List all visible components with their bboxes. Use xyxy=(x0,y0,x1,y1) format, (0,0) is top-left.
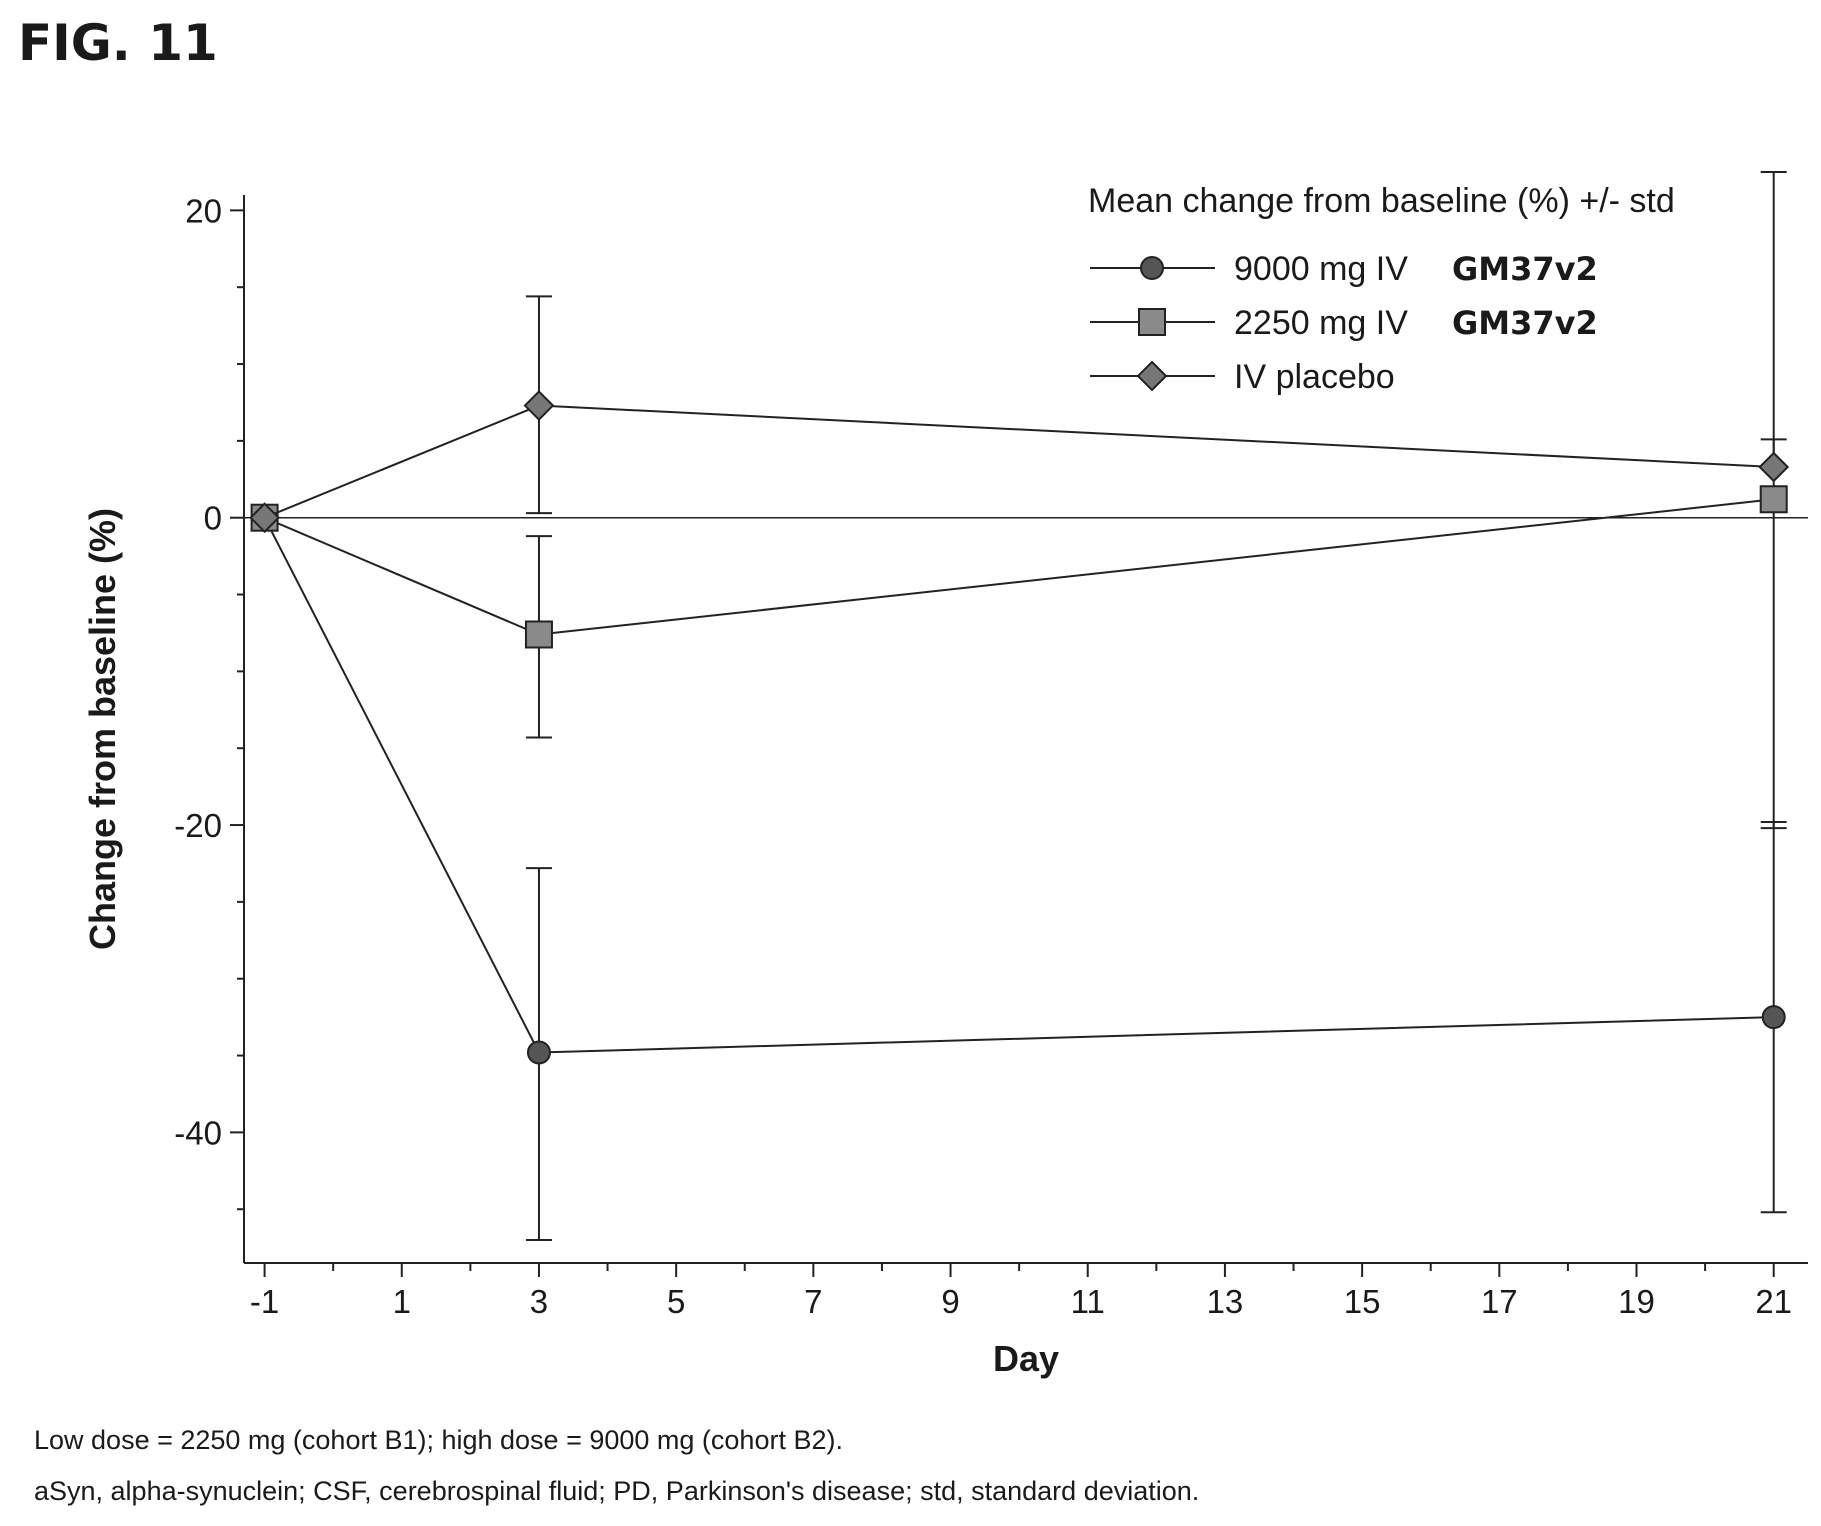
x-tick-label: 19 xyxy=(1618,1283,1655,1320)
data-point xyxy=(1761,1005,1786,1030)
legend-label: 2250 mg IV xyxy=(1234,304,1408,342)
y-axis-title: Change from baseline (%) xyxy=(82,508,123,950)
legend-marker xyxy=(1136,360,1168,392)
data-point xyxy=(524,620,553,649)
data-point xyxy=(526,1040,551,1065)
series-line xyxy=(264,404,1774,519)
x-tick-label: 17 xyxy=(1481,1283,1518,1320)
chart-legend: Mean change from baseline (%) +/- std 90… xyxy=(1088,182,1675,396)
data-point xyxy=(249,502,280,534)
figure-label: FIG. 11 xyxy=(18,14,218,72)
y-tick-label: -20 xyxy=(174,807,222,844)
y-tick-label: -40 xyxy=(174,1114,222,1151)
x-tick-label: 1 xyxy=(393,1283,411,1320)
x-tick-label: 7 xyxy=(804,1283,822,1320)
series-line xyxy=(264,498,1774,636)
x-axis-title: Day xyxy=(993,1338,1059,1379)
legend-tag: GM37v2 xyxy=(1452,304,1598,342)
y-tick-label: 0 xyxy=(204,500,222,537)
x-tick-label: 3 xyxy=(530,1283,548,1320)
x-tick-label: -1 xyxy=(250,1283,279,1320)
x-tick-label: 21 xyxy=(1755,1283,1792,1320)
footnote-dose: Low dose = 2250 mg (cohort B1); high dos… xyxy=(34,1425,843,1455)
legend-label: IV placebo xyxy=(1234,358,1395,396)
x-tick-label: 11 xyxy=(1071,1283,1105,1320)
legend-tag: GM37v2 xyxy=(1452,250,1598,288)
data-point xyxy=(523,390,555,421)
x-tick-label: 9 xyxy=(941,1283,959,1320)
footnote-abbreviations: aSyn, alpha-synuclein; CSF, cerebrospina… xyxy=(34,1476,1200,1506)
series-line xyxy=(263,517,1774,1054)
y-tick-label: 20 xyxy=(185,192,222,229)
data-point xyxy=(1759,485,1788,514)
x-tick-label: 13 xyxy=(1207,1283,1244,1320)
data-point xyxy=(1758,451,1790,483)
legend-marker xyxy=(1138,308,1166,336)
x-tick-label: 5 xyxy=(667,1283,685,1320)
legend-label: 9000 mg IV xyxy=(1234,250,1408,288)
legend-title: Mean change from baseline (%) +/- std xyxy=(1088,182,1675,220)
legend-marker xyxy=(1140,256,1164,280)
x-tick-label: 15 xyxy=(1344,1283,1381,1320)
